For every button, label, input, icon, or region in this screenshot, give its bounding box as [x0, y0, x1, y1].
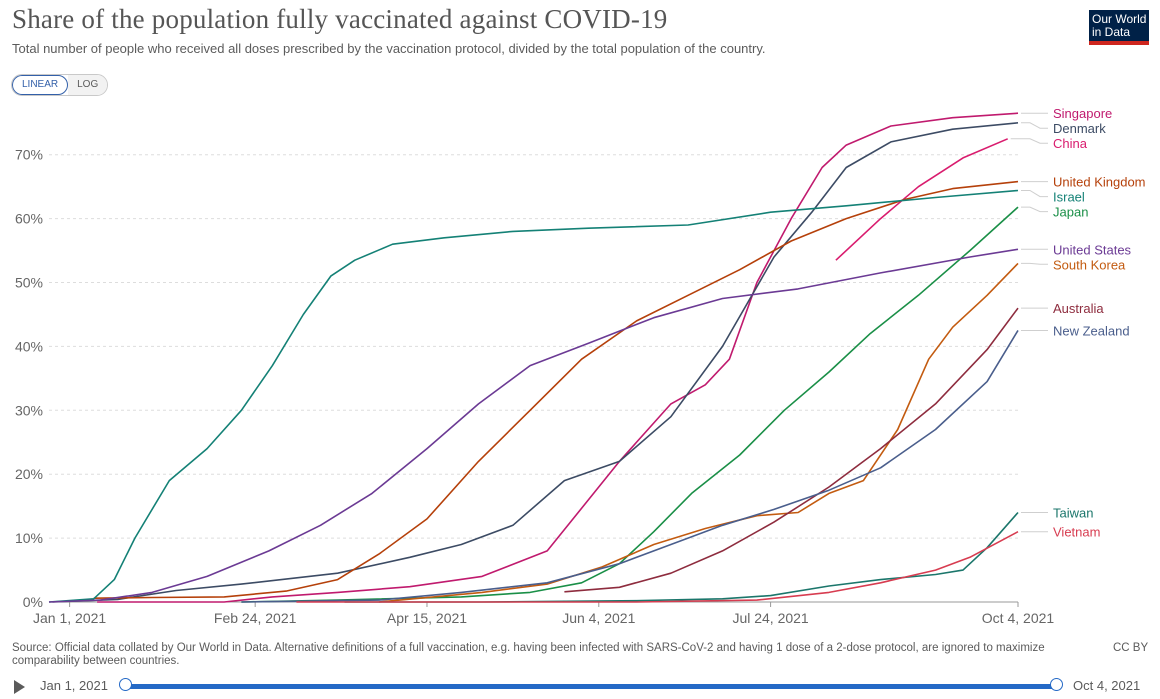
series-line-singapore	[97, 112, 1019, 603]
log-scale-button[interactable]: LOG	[68, 75, 108, 95]
y-tick-label: 20%	[15, 466, 43, 482]
legend-label-united-kingdom: United Kingdom	[1053, 175, 1146, 190]
license-link[interactable]: CC BY	[1113, 642, 1149, 654]
series-line-united-states	[48, 248, 1019, 603]
series-line-denmark	[52, 122, 1019, 603]
legend-connector-israel	[1021, 190, 1048, 198]
y-tick-label: 60%	[15, 211, 43, 227]
legend-connector-south-korea	[1021, 262, 1048, 265]
owid-logo[interactable]: Our World in Data	[1089, 10, 1149, 45]
chart-title: Share of the population fully vaccinated…	[12, 4, 668, 34]
legend-label-china: China	[1053, 136, 1088, 151]
legend-connector-china	[1010, 138, 1048, 144]
logo-line2: in Data	[1092, 25, 1131, 39]
timeline-end-handle[interactable]	[1050, 678, 1063, 691]
timeline-start-handle[interactable]	[119, 678, 132, 691]
x-tick-label: Jun 4, 2021	[562, 610, 635, 626]
series-line-australia	[564, 307, 1019, 593]
legend-label-taiwan: Taiwan	[1053, 506, 1093, 521]
x-tick-label: Feb 24, 2021	[214, 610, 297, 626]
x-tick-label: Jul 24, 2021	[732, 610, 808, 626]
linear-scale-button[interactable]: LINEAR	[12, 75, 69, 95]
legend-connector-japan	[1021, 206, 1048, 213]
x-tick-label: Oct 4, 2021	[982, 610, 1055, 626]
timeline-track[interactable]	[126, 684, 1058, 689]
x-tick-label: Jan 1, 2021	[33, 610, 106, 626]
series-line-vietnam	[296, 530, 1019, 603]
y-tick-label: 30%	[15, 402, 43, 418]
series-line-israel	[48, 189, 1019, 603]
timeline-start-label: Jan 1, 2021	[40, 678, 108, 693]
legend-connector-denmark	[1021, 122, 1048, 129]
series-line-united-kingdom	[93, 180, 1019, 599]
legend-label-new-zealand: New Zealand	[1053, 323, 1130, 338]
series-line-china	[835, 138, 1009, 261]
legend-label-vietnam: Vietnam	[1053, 525, 1100, 540]
y-tick-label: 50%	[15, 275, 43, 291]
legend-label-australia: Australia	[1053, 301, 1104, 316]
legend-label-denmark: Denmark	[1053, 121, 1106, 136]
legend-label-united-states: United States	[1053, 242, 1132, 257]
series-line-new-zealand	[241, 329, 1019, 603]
timeline-end-label: Oct 4, 2021	[1073, 678, 1141, 693]
scale-toggle: LINEAR LOG	[11, 74, 109, 96]
play-icon[interactable]	[14, 680, 25, 694]
y-tick-label: 0%	[23, 594, 43, 610]
chart-subtitle: Total number of people who received all …	[12, 41, 766, 56]
y-tick-label: 10%	[15, 530, 43, 546]
legend-label-japan: Japan	[1053, 205, 1088, 220]
series-line-japan	[241, 206, 1019, 603]
x-tick-label: Apr 15, 2021	[387, 610, 467, 626]
legend-label-israel: Israel	[1053, 190, 1085, 205]
timeline: Jan 1, 2021 Oct 4, 2021	[0, 675, 1160, 697]
legend-label-singapore: Singapore	[1053, 106, 1112, 121]
logo-line1: Our World	[1092, 12, 1147, 26]
y-tick-label: 40%	[15, 338, 43, 354]
line-chart: 0% 10% 20% 30% 40% 50% 60% 70% Jan 1, 2021 Feb 24…	[15, 106, 1146, 626]
series-line-taiwan	[344, 511, 1019, 603]
series-line-south-korea	[378, 262, 1019, 603]
y-tick-label: 70%	[15, 147, 43, 163]
legend-label-south-korea: South Korea	[1053, 257, 1126, 272]
source-note: Source: Official data collated by Our Wo…	[12, 642, 1045, 667]
